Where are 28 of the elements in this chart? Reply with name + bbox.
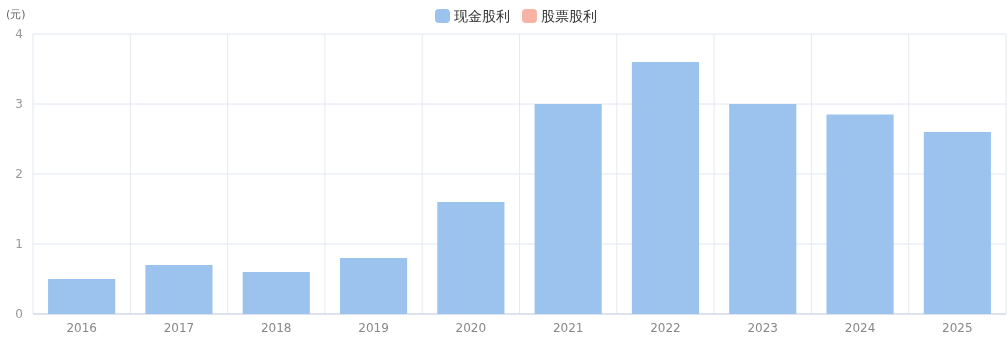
y-tick-label: 2 — [15, 167, 23, 181]
bar — [534, 104, 602, 314]
bar — [631, 62, 700, 314]
bar — [826, 114, 894, 314]
bar — [242, 272, 310, 314]
y-tick-label: 4 — [15, 27, 23, 41]
y-tick-label: 0 — [15, 307, 23, 321]
x-tick-label: 2025 — [942, 321, 973, 335]
x-tick-label: 2023 — [747, 321, 779, 335]
x-tick-label: 2019 — [358, 321, 389, 335]
y-tick-label: 1 — [15, 237, 23, 251]
x-tick-label: 2020 — [455, 321, 487, 335]
bar — [923, 132, 991, 314]
bar — [48, 279, 116, 314]
bar — [729, 104, 797, 314]
bar — [145, 265, 213, 314]
x-tick-label: 2021 — [552, 321, 584, 335]
y-tick-label: 3 — [15, 97, 23, 111]
bar — [437, 202, 505, 314]
x-tick-label: 2018 — [260, 321, 292, 335]
legend-label: 现金股利 — [454, 8, 510, 24]
x-tick-label: 2022 — [650, 321, 681, 335]
x-tick-label: 2017 — [163, 321, 195, 335]
x-tick-label: 2024 — [844, 321, 876, 335]
bar — [339, 258, 408, 314]
legend-label: 股票股利 — [541, 8, 597, 24]
y-axis-title: (元) — [6, 8, 26, 21]
x-tick-label: 2016 — [66, 321, 97, 335]
